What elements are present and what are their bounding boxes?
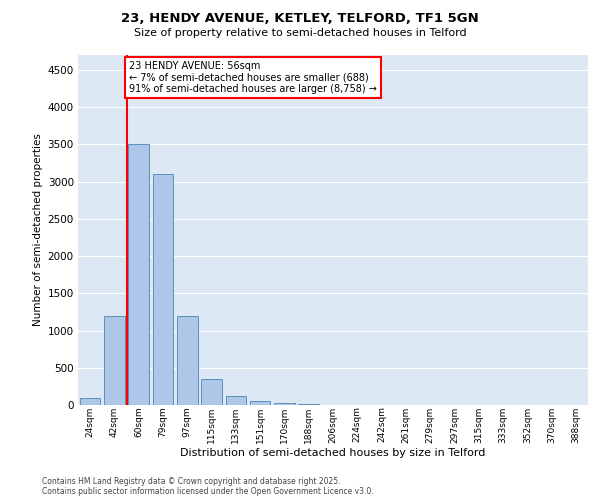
Y-axis label: Number of semi-detached properties: Number of semi-detached properties [34,134,43,326]
Bar [250,400,271,405]
Text: Size of property relative to semi-detached houses in Telford: Size of property relative to semi-detach… [134,28,466,38]
Bar [201,379,222,405]
Bar [298,404,319,405]
Bar [104,316,125,405]
Text: 23 HENDY AVENUE: 56sqm
← 7% of semi-detached houses are smaller (688)
91% of sem: 23 HENDY AVENUE: 56sqm ← 7% of semi-deta… [129,61,377,94]
Bar [226,396,246,405]
Bar [80,398,100,405]
Bar [152,174,173,405]
Bar [274,403,295,405]
Text: 23, HENDY AVENUE, KETLEY, TELFORD, TF1 5GN: 23, HENDY AVENUE, KETLEY, TELFORD, TF1 5… [121,12,479,26]
Bar [177,316,197,405]
X-axis label: Distribution of semi-detached houses by size in Telford: Distribution of semi-detached houses by … [181,448,485,458]
Text: Contains public sector information licensed under the Open Government Licence v3: Contains public sector information licen… [42,487,374,496]
Text: Contains HM Land Registry data © Crown copyright and database right 2025.: Contains HM Land Registry data © Crown c… [42,477,341,486]
Bar [128,144,149,405]
